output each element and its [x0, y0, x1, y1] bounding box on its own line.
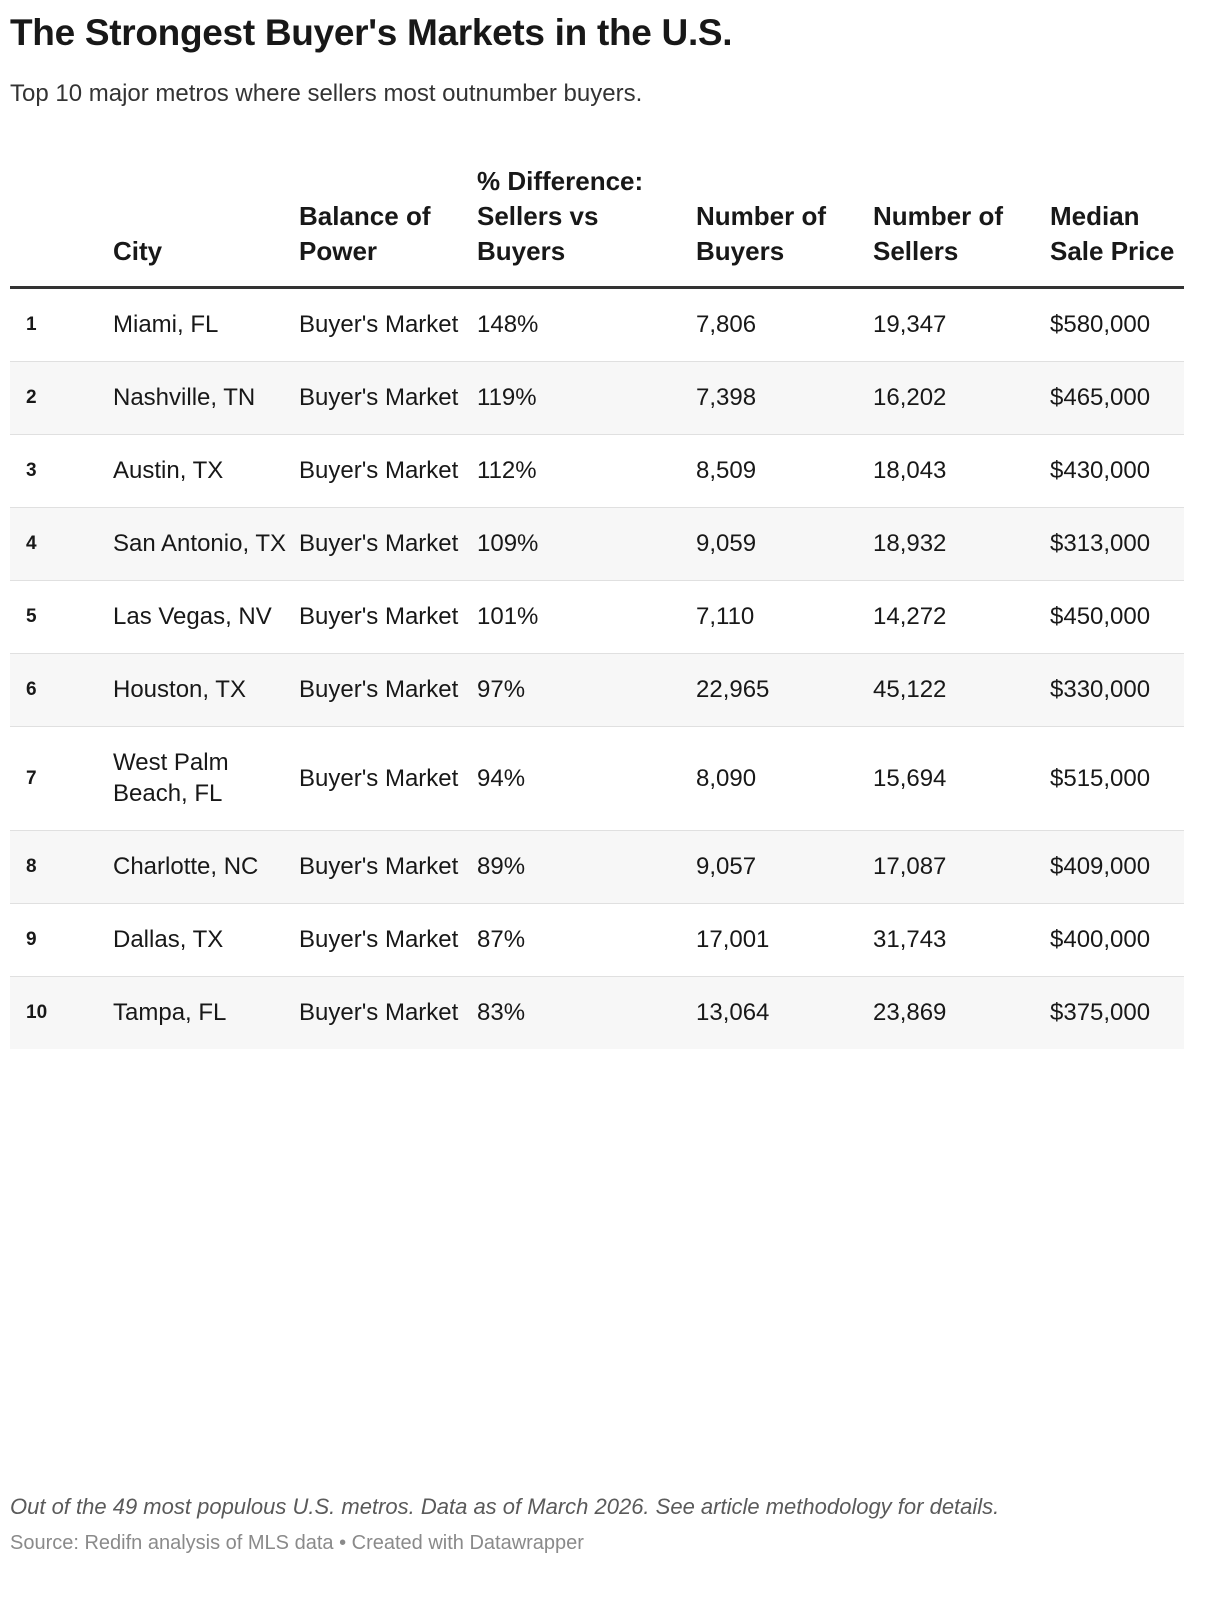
table-row: 7 West Palm Beach, FL Buyer's Market 94% 8,0…	[10, 726, 1184, 831]
cell-balance-of-power: Buyer's Market	[299, 287, 477, 362]
column-header-number-of-sellers[interactable]: Number of Sellers	[873, 164, 1050, 289]
cell-median-sale-price: $430,000	[1050, 434, 1184, 508]
cell-rank: 1	[10, 287, 113, 362]
chart-title: The Strongest Buyer's Markets in the U.S…	[10, 12, 733, 53]
cell-number-of-buyers: 9,057	[696, 830, 873, 904]
cell-median-sale-price: $400,000	[1050, 903, 1184, 977]
chart-notes: Out of the 49 most populous U.S. metros.…	[10, 1494, 1000, 1519]
cell-pct-difference: 109%	[477, 507, 696, 581]
table-row: 4 San Antonio, TX Buyer's Market 109% 9,059 1…	[10, 507, 1184, 581]
cell-city: Charlotte, NC	[113, 830, 299, 904]
cell-number-of-buyers: 8,090	[696, 726, 873, 831]
cell-median-sale-price: $515,000	[1050, 726, 1184, 831]
cell-city: West Palm Beach, FL	[113, 726, 299, 831]
cell-number-of-buyers: 9,059	[696, 507, 873, 581]
cell-city: San Antonio, TX	[113, 507, 299, 581]
cell-rank: 2	[10, 361, 113, 435]
cell-number-of-buyers: 7,806	[696, 287, 873, 362]
cell-pct-difference: 89%	[477, 830, 696, 904]
cell-pct-difference: 119%	[477, 361, 696, 435]
cell-number-of-sellers: 31,743	[873, 903, 1050, 977]
cell-pct-difference: 94%	[477, 726, 696, 831]
cell-rank: 5	[10, 580, 113, 654]
cell-median-sale-price: $330,000	[1050, 653, 1184, 727]
table-body: 1 Miami, FL Buyer's Market 148% 7,806 19,347 $…	[10, 287, 1184, 1049]
cell-median-sale-price: $409,000	[1050, 830, 1184, 904]
cell-number-of-sellers: 18,932	[873, 507, 1050, 581]
cell-city: Las Vegas, NV	[113, 580, 299, 654]
cell-median-sale-price: $580,000	[1050, 287, 1184, 362]
cell-balance-of-power: Buyer's Market	[299, 580, 477, 654]
cell-number-of-buyers: 8,509	[696, 434, 873, 508]
cell-city: Tampa, FL	[113, 976, 299, 1049]
cell-city: Nashville, TN	[113, 361, 299, 435]
column-header-pct-difference[interactable]: % Difference: Sellers vs Buyers	[477, 164, 696, 289]
cell-pct-difference: 83%	[477, 976, 696, 1049]
table-row: 6 Houston, TX Buyer's Market 97% 22,965 45,12…	[10, 653, 1184, 727]
cell-city: Miami, FL	[113, 287, 299, 362]
cell-number-of-sellers: 16,202	[873, 361, 1050, 435]
cell-number-of-sellers: 23,869	[873, 976, 1050, 1049]
cell-rank: 10	[10, 976, 113, 1049]
cell-number-of-buyers: 7,110	[696, 580, 873, 654]
column-header-median-sale-price[interactable]: Median Sale Price	[1050, 164, 1184, 289]
table-row: 8 Charlotte, NC Buyer's Market 89% 9,057 17,0…	[10, 830, 1184, 904]
cell-rank: 8	[10, 830, 113, 904]
cell-balance-of-power: Buyer's Market	[299, 830, 477, 904]
cell-median-sale-price: $375,000	[1050, 976, 1184, 1049]
cell-number-of-buyers: 17,001	[696, 903, 873, 977]
cell-median-sale-price: $450,000	[1050, 580, 1184, 654]
cell-balance-of-power: Buyer's Market	[299, 653, 477, 727]
cell-city: Dallas, TX	[113, 903, 299, 977]
column-header-number-of-buyers[interactable]: Number of Buyers	[696, 164, 873, 289]
table-row: 10 Tampa, FL Buyer's Market 83% 13,064 23,869…	[10, 976, 1184, 1049]
cell-pct-difference: 97%	[477, 653, 696, 727]
cell-pct-difference: 87%	[477, 903, 696, 977]
cell-number-of-buyers: 7,398	[696, 361, 873, 435]
cell-balance-of-power: Buyer's Market	[299, 903, 477, 977]
data-table: City Balance of Power% Difference: Seller…	[10, 164, 1184, 1049]
cell-balance-of-power: Buyer's Market	[299, 976, 477, 1049]
cell-balance-of-power: Buyer's Market	[299, 361, 477, 435]
table-header-row: City Balance of Power% Difference: Seller…	[10, 164, 1184, 289]
cell-rank: 7	[10, 726, 113, 831]
column-header-city[interactable]: City	[113, 164, 299, 289]
cell-number-of-buyers: 22,965	[696, 653, 873, 727]
cell-pct-difference: 148%	[477, 287, 696, 362]
cell-balance-of-power: Buyer's Market	[299, 726, 477, 831]
table-row: 2 Nashville, TN Buyer's Market 119% 7,398 16,…	[10, 361, 1184, 435]
cell-rank: 4	[10, 507, 113, 581]
cell-median-sale-price: $313,000	[1050, 507, 1184, 581]
column-header-balance-of-power[interactable]: Balance of Power	[299, 164, 477, 289]
table-row: 5 Las Vegas, NV Buyer's Market 101% 7,110 14,…	[10, 580, 1184, 654]
cell-rank: 3	[10, 434, 113, 508]
cell-number-of-sellers: 45,122	[873, 653, 1050, 727]
cell-number-of-sellers: 17,087	[873, 830, 1050, 904]
cell-rank: 9	[10, 903, 113, 977]
cell-pct-difference: 101%	[477, 580, 696, 654]
table-row: 9 Dallas, TX Buyer's Market 87% 17,001 31,743…	[10, 903, 1184, 977]
cell-pct-difference: 112%	[477, 434, 696, 508]
cell-number-of-sellers: 15,694	[873, 726, 1050, 831]
cell-number-of-sellers: 18,043	[873, 434, 1050, 508]
cell-number-of-buyers: 13,064	[696, 976, 873, 1049]
cell-rank: 6	[10, 653, 113, 727]
chart-subtitle: Top 10 major metros where sellers most o…	[10, 80, 643, 107]
cell-city: Austin, TX	[113, 434, 299, 508]
column-header-rank[interactable]	[10, 164, 113, 289]
cell-median-sale-price: $465,000	[1050, 361, 1184, 435]
table-row: 3 Austin, TX Buyer's Market 112% 8,509 18,043…	[10, 434, 1184, 508]
chart-source: Source: Redifn analysis of MLS data • Cr…	[10, 1532, 584, 1554]
cell-city: Houston, TX	[113, 653, 299, 727]
cell-balance-of-power: Buyer's Market	[299, 507, 477, 581]
cell-number-of-sellers: 14,272	[873, 580, 1050, 654]
table-row: 1 Miami, FL Buyer's Market 148% 7,806 19,347 $…	[10, 287, 1184, 362]
cell-number-of-sellers: 19,347	[873, 287, 1050, 362]
cell-balance-of-power: Buyer's Market	[299, 434, 477, 508]
